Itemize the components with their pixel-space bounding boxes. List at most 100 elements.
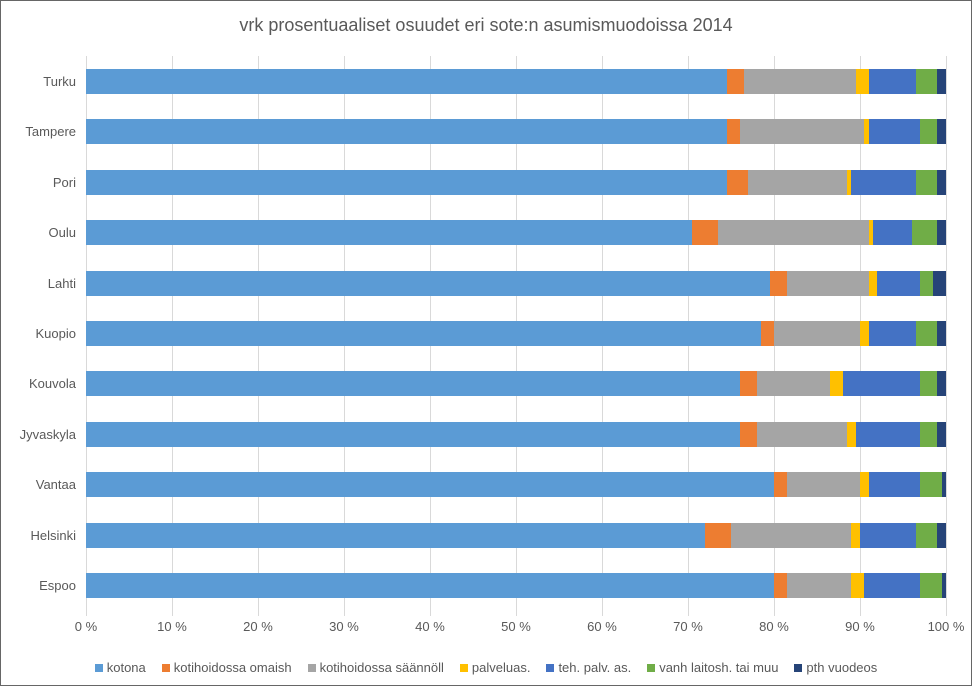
bar-segment bbox=[933, 271, 946, 296]
bar-row: Jyvaskyla bbox=[86, 422, 946, 447]
bar-segment bbox=[920, 573, 942, 598]
bar-segment bbox=[705, 523, 731, 548]
bar-segment bbox=[920, 119, 937, 144]
bar-segment bbox=[86, 371, 740, 396]
bar-segment bbox=[869, 119, 921, 144]
bar-segment bbox=[942, 573, 946, 598]
category-label: Helsinki bbox=[30, 523, 76, 548]
bar-segment bbox=[774, 472, 787, 497]
legend-item: vanh laitosh. tai muu bbox=[647, 660, 778, 675]
bar-segment bbox=[748, 170, 847, 195]
legend-swatch bbox=[794, 664, 802, 672]
bar-segment bbox=[86, 472, 774, 497]
x-tick-label: 10 % bbox=[157, 619, 187, 634]
x-tick-label: 20 % bbox=[243, 619, 273, 634]
bar-row: Kouvola bbox=[86, 371, 946, 396]
bar-segment bbox=[86, 220, 692, 245]
legend-label: kotihoidossa säännöll bbox=[320, 660, 444, 675]
x-tick-label: 30 % bbox=[329, 619, 359, 634]
bar-segment bbox=[86, 170, 727, 195]
category-label: Oulu bbox=[49, 220, 76, 245]
bar-segment bbox=[86, 119, 727, 144]
legend-swatch bbox=[647, 664, 655, 672]
bar-segment bbox=[757, 422, 847, 447]
bar-stack bbox=[86, 422, 946, 447]
bar-segment bbox=[727, 170, 749, 195]
bar-segment bbox=[86, 271, 770, 296]
bar-segment bbox=[86, 422, 740, 447]
bar-row: Lahti bbox=[86, 271, 946, 296]
bar-segment bbox=[851, 170, 916, 195]
chart-title: vrk prosentuaaliset osuudet eri sote:n a… bbox=[1, 1, 971, 36]
bar-stack bbox=[86, 69, 946, 94]
legend-label: kotihoidossa omaish bbox=[174, 660, 292, 675]
bar-segment bbox=[937, 523, 946, 548]
legend-label: teh. palv. as. bbox=[558, 660, 631, 675]
legend-swatch bbox=[546, 664, 554, 672]
bar-segment bbox=[873, 220, 912, 245]
x-tick-mark bbox=[258, 611, 259, 616]
x-tick-mark bbox=[688, 611, 689, 616]
category-label: Pori bbox=[53, 170, 76, 195]
x-tick-mark bbox=[430, 611, 431, 616]
bar-segment bbox=[916, 523, 938, 548]
x-tick-label: 40 % bbox=[415, 619, 445, 634]
bar-segment bbox=[920, 271, 933, 296]
bar-row: Turku bbox=[86, 69, 946, 94]
legend-label: pth vuodeos bbox=[806, 660, 877, 675]
legend-label: palveluas. bbox=[472, 660, 531, 675]
x-tick-mark bbox=[344, 611, 345, 616]
bar-segment bbox=[916, 321, 938, 346]
bar-row: Oulu bbox=[86, 220, 946, 245]
bar-segment bbox=[770, 271, 787, 296]
bar-segment bbox=[86, 321, 761, 346]
category-label: Kouvola bbox=[29, 371, 76, 396]
bar-segment bbox=[843, 371, 920, 396]
plot-area: TurkuTamperePoriOuluLahtiKuopioKouvolaJy… bbox=[86, 56, 946, 611]
legend-swatch bbox=[308, 664, 316, 672]
bar-segment bbox=[912, 220, 938, 245]
bar-segment bbox=[851, 523, 860, 548]
bars-area: TurkuTamperePoriOuluLahtiKuopioKouvolaJy… bbox=[86, 56, 946, 611]
bar-segment bbox=[847, 422, 856, 447]
bar-segment bbox=[920, 422, 937, 447]
bar-segment bbox=[869, 69, 916, 94]
bar-segment bbox=[718, 220, 869, 245]
x-tick-label: 70 % bbox=[673, 619, 703, 634]
category-label: Turku bbox=[43, 69, 76, 94]
bar-stack bbox=[86, 119, 946, 144]
x-tick-label: 90 % bbox=[845, 619, 875, 634]
bar-segment bbox=[830, 371, 843, 396]
bar-segment bbox=[860, 321, 869, 346]
bar-segment bbox=[937, 371, 946, 396]
bar-stack bbox=[86, 371, 946, 396]
x-tick-mark bbox=[860, 611, 861, 616]
bar-segment bbox=[937, 321, 946, 346]
x-tick-mark bbox=[172, 611, 173, 616]
bar-segment bbox=[727, 69, 744, 94]
bar-segment bbox=[937, 69, 946, 94]
x-tick-label: 80 % bbox=[759, 619, 789, 634]
category-label: Espoo bbox=[39, 573, 76, 598]
legend-swatch bbox=[460, 664, 468, 672]
legend-swatch bbox=[95, 664, 103, 672]
bar-row: Kuopio bbox=[86, 321, 946, 346]
gridline bbox=[946, 56, 947, 611]
bar-segment bbox=[916, 69, 938, 94]
bar-segment bbox=[864, 573, 920, 598]
bar-segment bbox=[86, 523, 705, 548]
bar-segment bbox=[937, 119, 946, 144]
category-label: Kuopio bbox=[36, 321, 76, 346]
bar-segment bbox=[920, 472, 942, 497]
x-tick-label: 100 % bbox=[928, 619, 965, 634]
bar-segment bbox=[744, 69, 856, 94]
bar-row: Helsinki bbox=[86, 523, 946, 548]
bar-segment bbox=[869, 472, 921, 497]
bar-stack bbox=[86, 321, 946, 346]
bar-segment bbox=[920, 371, 937, 396]
bar-row: Vantaa bbox=[86, 472, 946, 497]
bar-segment bbox=[942, 472, 946, 497]
bar-segment bbox=[937, 422, 946, 447]
bar-segment bbox=[851, 573, 864, 598]
x-tick-mark bbox=[774, 611, 775, 616]
